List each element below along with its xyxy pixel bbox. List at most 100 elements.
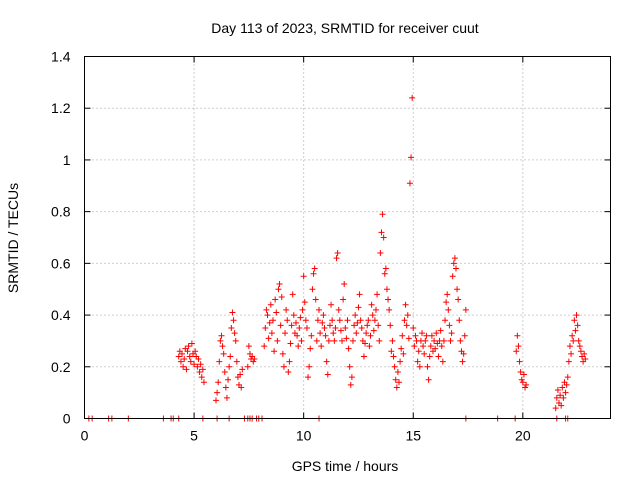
data-point <box>321 325 328 331</box>
data-point <box>282 330 289 337</box>
data-point <box>185 343 192 350</box>
data-point <box>306 363 313 370</box>
data-point <box>186 353 193 360</box>
data-point <box>460 350 467 357</box>
data-point <box>402 301 409 308</box>
data-point <box>461 332 468 339</box>
data-point <box>337 327 344 334</box>
chart-title: Day 113 of 2023, SRMTID for receiver cuu… <box>211 20 479 36</box>
data-point <box>183 366 190 373</box>
data-point <box>348 374 355 381</box>
data-point <box>328 301 335 308</box>
data-point <box>380 234 387 241</box>
data-point <box>371 317 378 324</box>
data-point <box>222 384 229 391</box>
data-point <box>325 337 332 344</box>
data-point <box>333 255 340 262</box>
data-point <box>354 319 361 326</box>
data-point <box>454 286 461 293</box>
data-point <box>456 317 463 324</box>
data-point <box>345 345 352 352</box>
data-point <box>268 330 275 337</box>
data-point <box>552 405 559 412</box>
data-point <box>406 180 413 187</box>
data-point <box>324 371 331 378</box>
data-point <box>278 293 285 300</box>
data-point <box>267 301 274 308</box>
data-point <box>341 281 348 288</box>
data-point <box>226 363 233 370</box>
data-point <box>263 306 270 313</box>
data-point <box>323 358 330 365</box>
data-point <box>576 343 583 350</box>
data-point <box>428 332 435 339</box>
data-point <box>184 348 191 355</box>
x-tick-label: 15 <box>405 428 421 444</box>
data-point <box>565 358 572 365</box>
data-point <box>400 350 407 357</box>
data-point <box>313 337 320 344</box>
data-point <box>335 306 342 313</box>
data-point <box>285 368 292 375</box>
data-point <box>520 371 527 378</box>
y-tick-label: 0.2 <box>51 359 71 375</box>
data-point <box>446 322 453 329</box>
data-point <box>409 94 416 101</box>
data-point <box>437 327 444 334</box>
data-point <box>265 335 272 342</box>
data-point <box>367 332 374 339</box>
data-point <box>438 343 445 350</box>
data-point <box>245 343 252 350</box>
data-point <box>447 337 454 344</box>
data-point <box>389 337 396 344</box>
data-point <box>563 381 570 388</box>
data-point <box>220 350 227 357</box>
data-point <box>194 363 201 370</box>
y-tick-label: 1 <box>63 152 71 168</box>
data-point <box>423 332 430 339</box>
data-point <box>262 325 269 331</box>
data-point <box>331 337 338 344</box>
data-point <box>318 343 325 350</box>
data-point <box>381 270 388 277</box>
data-point <box>177 358 184 365</box>
data-point <box>416 363 423 370</box>
axis-ticks: 0 0.2 0.4 0.6 0.8 1 1.2 1.4 0 5 10 15 20 <box>51 49 611 444</box>
data-point <box>435 353 442 360</box>
data-point <box>515 343 522 350</box>
data-point <box>356 291 363 298</box>
data-point <box>517 368 524 375</box>
data-point <box>408 154 415 161</box>
data-point <box>403 322 410 329</box>
y-tick-label: 0.4 <box>51 307 71 323</box>
x-tick-label: 5 <box>190 428 198 444</box>
data-point <box>310 270 317 277</box>
data-point <box>514 332 521 339</box>
data-point <box>273 309 280 316</box>
data-point <box>378 229 385 236</box>
data-point <box>283 306 290 313</box>
data-point <box>180 363 187 370</box>
data-point <box>191 361 198 368</box>
data-point <box>188 340 195 347</box>
data-point <box>382 265 389 272</box>
data-point <box>444 291 451 298</box>
data-point <box>398 345 405 352</box>
data-point <box>179 350 186 357</box>
y-tick-label: 0.6 <box>51 255 71 271</box>
data-point <box>568 350 575 357</box>
data-point <box>284 317 291 324</box>
data-point <box>302 317 309 324</box>
y-tick-label: 0.8 <box>51 204 71 220</box>
data-point <box>223 394 230 401</box>
x-tick-label: 10 <box>296 428 312 444</box>
data-point <box>439 358 446 365</box>
data-point <box>228 325 235 331</box>
data-point <box>213 397 219 404</box>
data-point <box>571 317 578 324</box>
data-point <box>340 296 347 303</box>
data-point <box>559 384 566 391</box>
data-point <box>405 335 412 342</box>
data-point <box>309 286 316 293</box>
data-point <box>558 402 565 409</box>
